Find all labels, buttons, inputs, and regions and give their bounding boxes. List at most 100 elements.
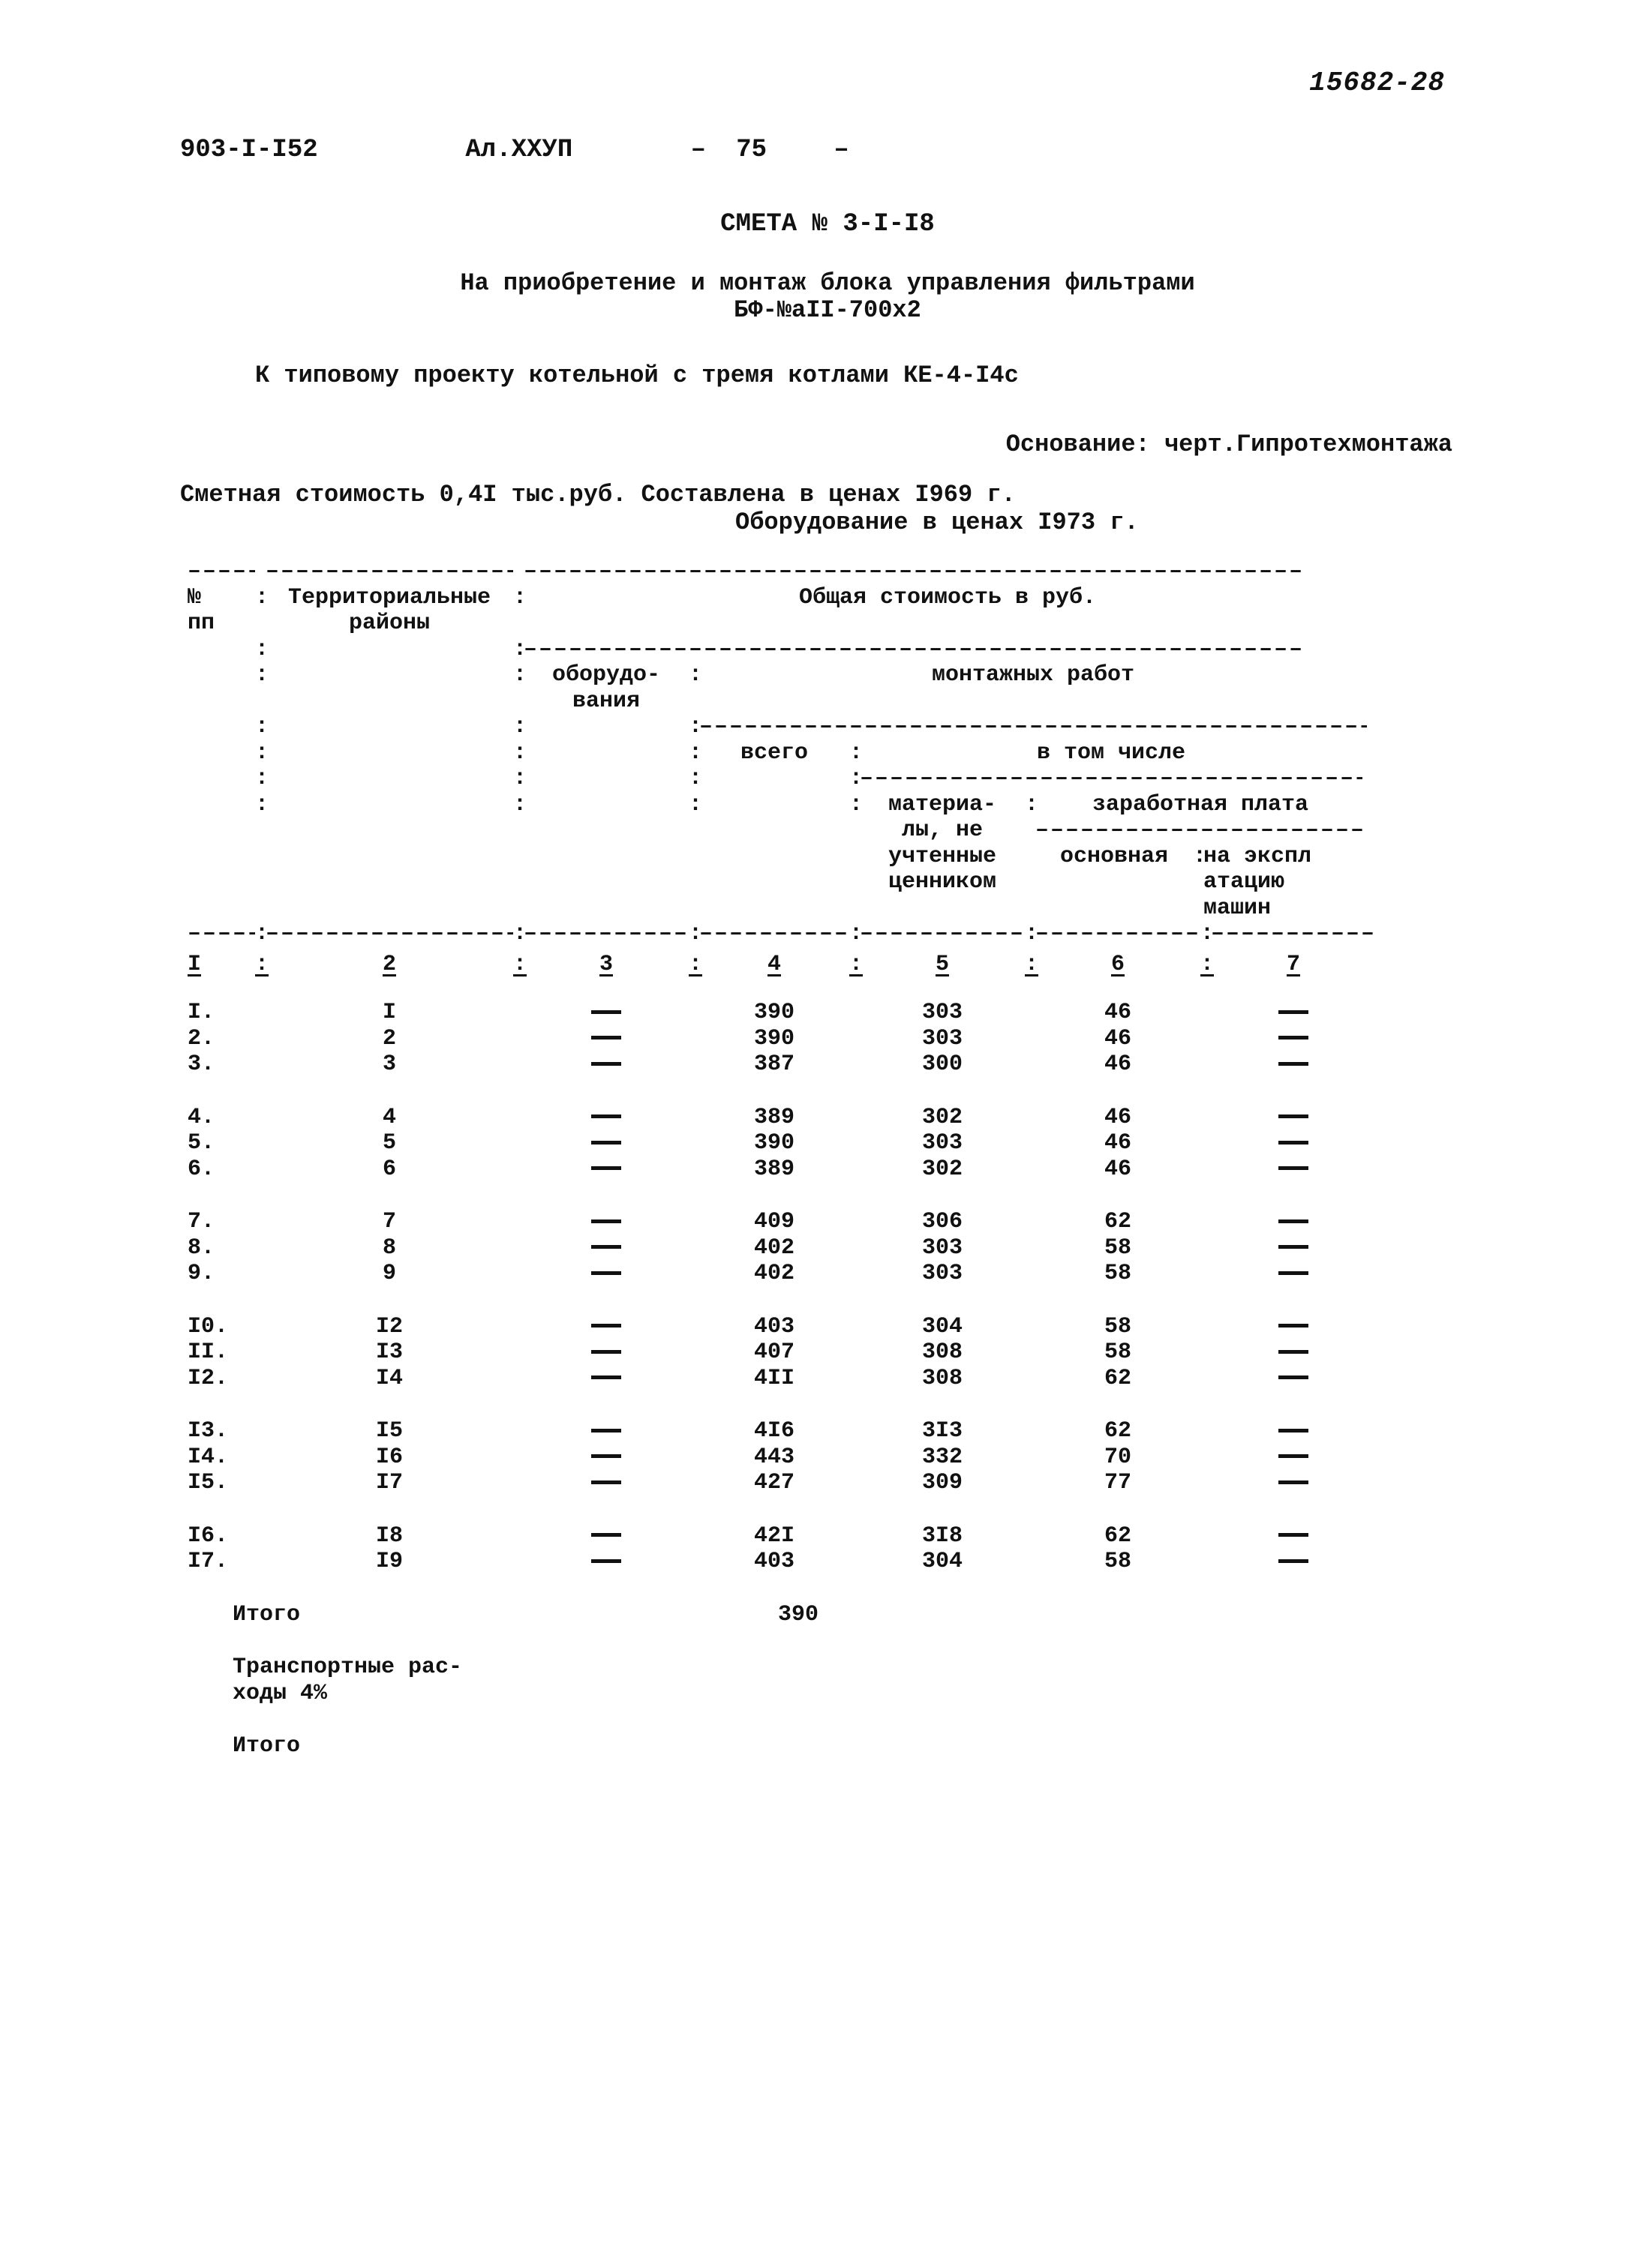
cell-materials: 303	[860, 1261, 1025, 1287]
table-row: I.I39030346	[188, 1000, 1467, 1026]
cell-region: I3	[266, 1340, 513, 1366]
col-header-vsego: всего	[699, 740, 849, 766]
cell-num: 2.	[188, 1026, 255, 1052]
col-header-region: Территориальныерайоны	[266, 585, 513, 637]
cell-total: 407	[699, 1340, 849, 1366]
cell-materials: 303	[860, 1026, 1025, 1052]
cell-exploit	[1211, 1366, 1376, 1392]
dash-icon: –	[676, 136, 721, 165]
cell-exploit	[1211, 1261, 1376, 1287]
dash-icon: –	[819, 136, 864, 165]
cell-num: 7.	[188, 1209, 255, 1235]
cell-num: I0.	[188, 1314, 255, 1340]
cell-equipment	[524, 1209, 689, 1235]
cell-num: 8.	[188, 1235, 255, 1262]
cell-num: I5.	[188, 1470, 255, 1496]
cell-equipment	[524, 1105, 689, 1131]
cell-basic-salary: 46	[1035, 1156, 1200, 1183]
cell-num: 3.	[188, 1052, 255, 1078]
cell-total: 403	[699, 1549, 849, 1575]
cell-exploit	[1211, 1000, 1376, 1026]
cell-num: I4.	[188, 1444, 255, 1471]
cell-num: I6.	[188, 1523, 255, 1550]
table-row: I5.I742730977	[188, 1470, 1467, 1496]
cell-region: 7	[266, 1209, 513, 1235]
cell-equipment	[524, 1130, 689, 1156]
cell-region: I6	[266, 1444, 513, 1471]
cell-total: 427	[699, 1470, 849, 1496]
cell-region: 8	[266, 1235, 513, 1262]
cell-exploit	[1211, 1130, 1376, 1156]
estimate-subtitle-1: На приобретение и монтаж блока управлени…	[180, 270, 1475, 298]
cell-basic-salary: 46	[1035, 1052, 1200, 1078]
table-row: I4.I644333270	[188, 1444, 1467, 1471]
table-row: I0.I240330458	[188, 1314, 1467, 1340]
col-header-montazh: монтажных работ	[699, 662, 1367, 688]
table-row: 7.740930662	[188, 1209, 1467, 1235]
cell-basic-salary: 46	[1035, 1105, 1200, 1131]
cell-equipment	[524, 1366, 689, 1392]
cell-materials: 306	[860, 1209, 1025, 1235]
cell-basic-salary: 62	[1035, 1418, 1200, 1444]
table-row: 6. 6 389 302 46	[188, 1156, 1467, 1183]
cell-total: 389	[699, 1156, 849, 1183]
table-row: 3. 3 387 300 46	[188, 1052, 1467, 1078]
cell-total: 42I	[699, 1523, 849, 1550]
cell-total: 390	[699, 1026, 849, 1052]
cell-region: I7	[266, 1470, 513, 1496]
cell-materials: 303	[860, 1000, 1025, 1026]
cell-materials: 3I3	[860, 1418, 1025, 1444]
cell-materials: 3I8	[860, 1523, 1025, 1550]
cell-exploit	[1211, 1470, 1376, 1496]
cell-exploit	[1211, 1209, 1376, 1235]
cell-exploit	[1211, 1549, 1376, 1575]
header-line: 903-I-I52 Ал.XXУП – 75 –	[180, 136, 1475, 165]
cell-exploit	[1211, 1235, 1376, 1262]
cell-region: 3	[266, 1052, 513, 1078]
table-rule: ––––––––––––––––––––––––––––––––––––––––…	[188, 921, 1467, 947]
table-row: 4.438930246	[188, 1105, 1467, 1131]
basis-line: Основание: черт.Гипротехмонтажа	[180, 431, 1475, 459]
cell-materials: 302	[860, 1156, 1025, 1183]
cell-exploit	[1211, 1418, 1376, 1444]
cell-total: 4I6	[699, 1418, 849, 1444]
table-rule: ––––––––––––––––––––––––––––––––––––––––…	[188, 559, 1467, 585]
cell-region: 5	[266, 1130, 513, 1156]
cell-region: I9	[266, 1549, 513, 1575]
estimate-table: ––––––––––––––––––––––––––––––––––––––––…	[180, 559, 1475, 1760]
cell-basic-salary: 58	[1035, 1340, 1200, 1366]
cell-total: 387	[699, 1052, 849, 1078]
col-header-materials: материа-лы, неучтенныеценником	[860, 792, 1025, 896]
cell-materials: 308	[860, 1340, 1025, 1366]
cell-region: 2	[266, 1026, 513, 1052]
estimate-subtitle-2: БФ-№aII-700х2	[180, 297, 1475, 325]
cell-exploit	[1211, 1156, 1376, 1183]
col-header-equipment: оборудо-вания	[524, 662, 689, 714]
cell-num: I7.	[188, 1549, 255, 1575]
cell-total: 4II	[699, 1366, 849, 1392]
cell-materials: 303	[860, 1130, 1025, 1156]
cell-num: 5.	[188, 1130, 255, 1156]
cell-num: 4.	[188, 1105, 255, 1131]
cell-exploit	[1211, 1314, 1376, 1340]
table-footer: Итого 390 Транспортные рас- ходы 4% Итог…	[188, 1602, 1467, 1760]
cell-exploit	[1211, 1340, 1376, 1366]
cell-region: 6	[266, 1156, 513, 1183]
cell-materials: 300	[860, 1052, 1025, 1078]
cell-equipment	[524, 1052, 689, 1078]
cell-total: 403	[699, 1314, 849, 1340]
cell-num: 6.	[188, 1156, 255, 1183]
table-row: 8.840230358	[188, 1235, 1467, 1262]
cell-total: 402	[699, 1261, 849, 1287]
cell-basic-salary: 46	[1035, 1130, 1200, 1156]
cost-line-2: Оборудование в ценах I973 г.	[180, 509, 1475, 537]
col-header-num: №пп	[188, 585, 255, 637]
cell-region: I4	[266, 1366, 513, 1392]
cell-basic-salary: 46	[1035, 1000, 1200, 1026]
cell-basic-salary: 58	[1035, 1261, 1200, 1287]
estimate-title: СМЕТА № 3-I-I8	[180, 210, 1475, 239]
cell-basic-salary: 62	[1035, 1209, 1200, 1235]
col-header-total: Общая стоимость в руб.	[524, 585, 1371, 611]
cell-equipment	[524, 1156, 689, 1183]
cell-equipment	[524, 1000, 689, 1026]
